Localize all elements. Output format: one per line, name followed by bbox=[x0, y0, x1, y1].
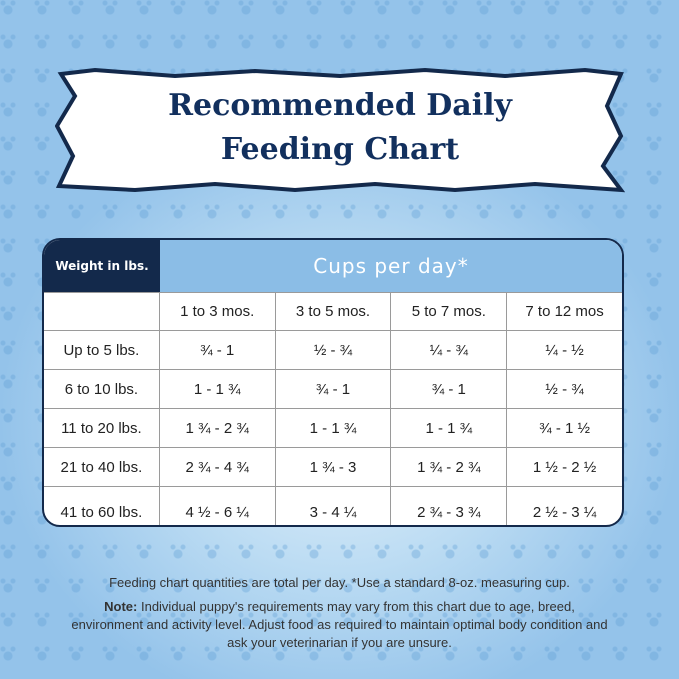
footer-notes: Feeding chart quantities are total per d… bbox=[0, 574, 679, 658]
cups-cell: 1 ¾ - 2 ¾ bbox=[158, 409, 275, 447]
cups-cell: 3 - 4 ¼ bbox=[274, 487, 391, 525]
weight-cell: 11 to 20 lbs. bbox=[61, 419, 142, 437]
footer-line: Feeding chart quantities are total per d… bbox=[109, 575, 570, 590]
weight-cell: 41 to 60 lbs. bbox=[60, 503, 143, 521]
cups-cell: ½ - ¾ bbox=[274, 331, 391, 369]
cups-cell: 1 ½ - 2 ½ bbox=[506, 448, 622, 486]
weight-cell: Up to 5 lbs. bbox=[63, 341, 140, 359]
weight-cell: 21 to 40 lbs. bbox=[60, 458, 143, 476]
cups-cell: 1 - 1 ¾ bbox=[390, 409, 506, 447]
age-column-header: 3 to 5 mos. bbox=[274, 293, 391, 330]
empty-corner-cell bbox=[44, 293, 159, 330]
ribbon-shape bbox=[55, 67, 625, 193]
cups-cell: ¼ - ¾ bbox=[390, 331, 506, 369]
cups-cell: ½ - ¾ bbox=[506, 370, 622, 408]
cups-cell: ¾ - 1 bbox=[274, 370, 391, 408]
title-line-2: Feeding Chart bbox=[220, 132, 460, 167]
weight-cell: 6 to 10 lbs. bbox=[64, 380, 139, 398]
note-label: Note: bbox=[104, 599, 138, 614]
note-paragraph: Note: Individual puppy's requirements ma… bbox=[0, 598, 679, 652]
cups-cell: 1 ¾ - 2 ¾ bbox=[390, 448, 506, 486]
feeding-table: Weight in lbs. Cups per day* 1 to 3 mos.… bbox=[42, 238, 624, 527]
cups-cell: 1 - 1 ¾ bbox=[274, 409, 391, 447]
cups-cell: 2 ¾ - 4 ¾ bbox=[158, 448, 275, 486]
page-title: Recommended Daily Feeding Chart bbox=[55, 84, 625, 172]
age-column-header: 7 to 12 mos bbox=[506, 293, 622, 330]
cups-cell: 2 ½ - 3 ¼ bbox=[506, 487, 622, 525]
cups-cell: ¾ - 1 ½ bbox=[506, 409, 622, 447]
note-text: Individual puppy's requirements may vary… bbox=[71, 599, 608, 650]
cups-cell: ¼ - ½ bbox=[506, 331, 622, 369]
weight-header: Weight in lbs. bbox=[44, 240, 160, 292]
title-banner: Recommended Daily Feeding Chart bbox=[55, 66, 625, 194]
cups-cell: 4 ½ - 6 ¼ bbox=[158, 487, 275, 525]
age-header-row: 1 to 3 mos. 3 to 5 mos. 5 to 7 mos. 7 to… bbox=[44, 292, 622, 330]
cups-cell: 1 - 1 ¾ bbox=[158, 370, 275, 408]
title-line-1: Recommended Daily bbox=[168, 88, 512, 123]
cups-cell: ¾ - 1 bbox=[158, 331, 275, 369]
age-column-header: 1 to 3 mos. bbox=[158, 293, 275, 330]
cups-cell: ¾ - 1 bbox=[390, 370, 506, 408]
cups-cell: 1 ¾ - 3 bbox=[274, 448, 391, 486]
cups-cell: 2 ¾ - 3 ¾ bbox=[390, 487, 506, 525]
cups-per-day-header: Cups per day* bbox=[160, 240, 622, 292]
age-column-header: 5 to 7 mos. bbox=[390, 293, 506, 330]
